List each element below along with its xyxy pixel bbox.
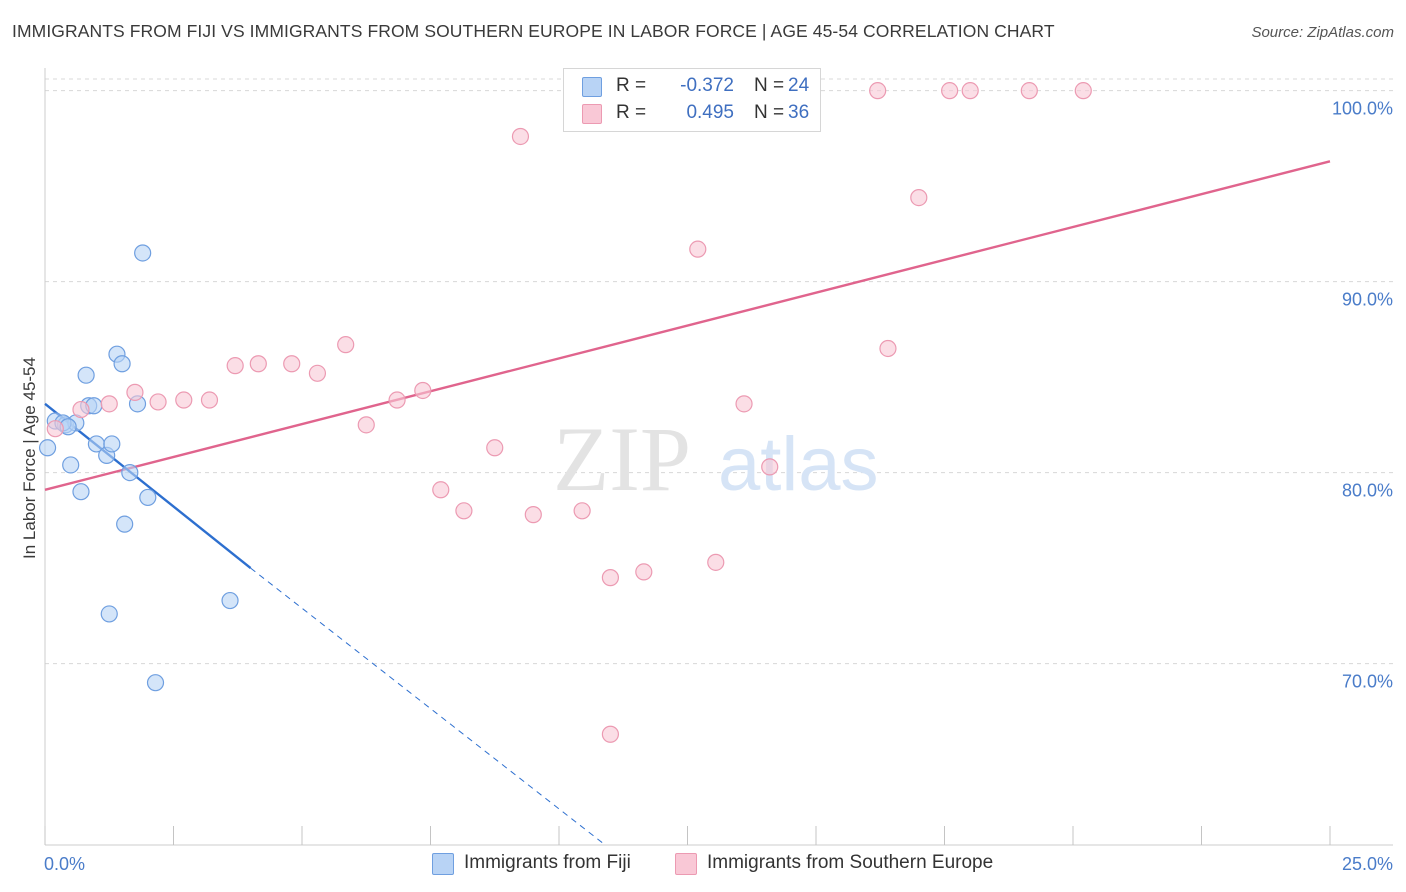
fiji-point (72, 483, 90, 501)
fiji-point (116, 515, 134, 533)
fiji-trend-extension (250, 567, 606, 846)
fiji-r-label: R = (616, 75, 647, 96)
y-tick-labels: 70.0% 80.0% 90.0% 100.0% (1332, 99, 1393, 692)
fiji-legend-swatch-icon (432, 853, 454, 875)
seurope-legend-label: Immigrants from Southern Europe (707, 852, 994, 873)
fiji-point (113, 355, 131, 373)
seurope-point (910, 188, 928, 207)
seurope-point (869, 82, 887, 100)
seurope-point (72, 400, 90, 419)
seurope-point (707, 553, 725, 571)
fiji-n-label: N = (754, 75, 785, 96)
seurope-point (200, 391, 219, 409)
seurope-point (337, 336, 355, 354)
fiji-legend-label: Immigrants from Fiji (464, 852, 631, 873)
fiji-point (77, 366, 95, 384)
seurope-point (414, 381, 432, 400)
fiji-point (62, 456, 80, 474)
seurope-point (573, 502, 591, 520)
y-tick-label: 80.0% (1342, 481, 1393, 501)
seurope-point (689, 240, 707, 258)
fiji-point (100, 605, 118, 623)
fiji-n-value: 24 (788, 75, 810, 96)
seurope-point (1074, 82, 1092, 100)
seurope-point (601, 725, 620, 743)
fiji-point (139, 488, 157, 507)
seurope-point (100, 395, 118, 413)
x-tick-label: 25.0% (1342, 854, 1393, 874)
seurope-point (1020, 82, 1038, 100)
seurope-trend-line (44, 160, 1331, 491)
correlation-legend: R = -0.372 N = 24 R = 0.495 N = 36 (563, 68, 821, 132)
seurope-point (524, 506, 542, 524)
y-axis-label: In Labor Force | Age 45-54 (20, 357, 39, 559)
seurope-point (511, 127, 530, 146)
chart-title: IMMIGRANTS FROM FIJI VS IMMIGRANTS FROM … (12, 21, 1055, 41)
fiji-point (134, 244, 152, 262)
source-label: Source: ZipAtlas.com (1251, 24, 1394, 41)
seurope-point (941, 82, 959, 100)
seurope-n-label: N = (754, 102, 785, 123)
y-tick-label: 90.0% (1342, 290, 1393, 310)
series-legend: Immigrants from Fiji Immigrants from Sou… (0, 852, 1406, 878)
watermark-zip: ZIP (553, 408, 691, 510)
seurope-point (761, 458, 779, 476)
seurope-point (175, 391, 193, 409)
trend-lines (44, 160, 1331, 846)
seurope-point (635, 563, 653, 581)
seurope-point (455, 502, 473, 520)
x-tick-labels: 0.0% 25.0% (44, 854, 1393, 874)
grid-lines (45, 78, 1393, 665)
y-tick-label: 100.0% (1332, 99, 1393, 119)
fiji-point (38, 439, 57, 457)
seurope-point (601, 569, 620, 587)
seurope-point (283, 355, 301, 373)
seurope-point (226, 357, 244, 375)
seurope-point (46, 420, 64, 438)
seurope-point (357, 416, 375, 434)
fiji-trend-line (44, 402, 252, 570)
axes (44, 68, 1393, 846)
seurope-point (879, 339, 897, 358)
fiji-r-value: -0.372 (680, 75, 734, 96)
seurope-point (308, 364, 327, 382)
seurope-r-value: 0.495 (686, 102, 734, 123)
seurope-point (149, 393, 167, 411)
seurope-point (126, 383, 144, 401)
seurope-n-value: 36 (788, 102, 810, 123)
fiji-swatch-icon (582, 77, 602, 97)
seurope-legend-swatch-icon (675, 853, 697, 875)
seurope-point (961, 82, 979, 100)
seurope-point (388, 391, 406, 409)
watermark-atlas: atlas (718, 422, 879, 507)
fiji-point (221, 591, 239, 610)
x-tick-label: 0.0% (44, 854, 85, 874)
fiji-point (146, 674, 165, 692)
seurope-swatch-icon (582, 104, 602, 124)
seurope-r-label: R = (616, 102, 647, 123)
seurope-point (249, 355, 267, 373)
y-tick-label: 70.0% (1342, 672, 1393, 692)
fiji-point (103, 435, 121, 453)
seurope-point (486, 439, 504, 457)
seurope-point (735, 395, 753, 413)
seurope-point (432, 481, 450, 499)
fiji-point (121, 463, 139, 482)
